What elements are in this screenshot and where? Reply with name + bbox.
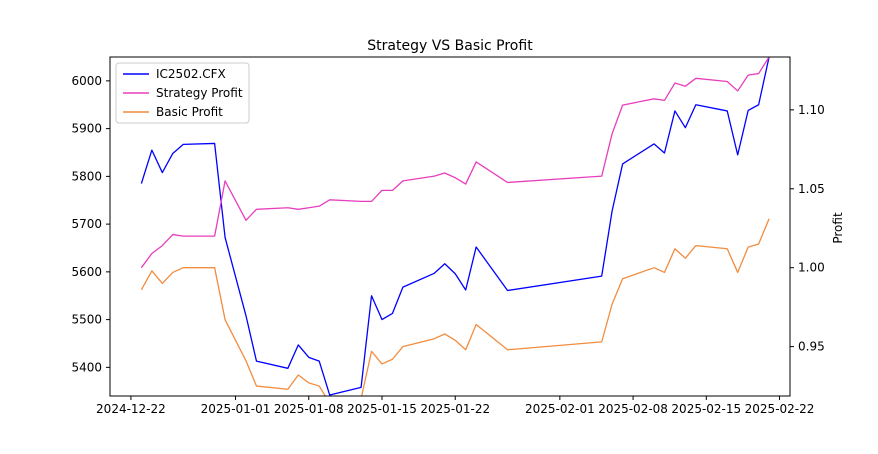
chart-title: Strategy VS Basic Profit <box>367 38 533 54</box>
y-left-tick-label: 5800 <box>71 169 102 183</box>
x-tick-label: 2025-02-08 <box>598 402 668 416</box>
series-line-strategy-profit <box>140 57 770 269</box>
x-tick-label: 2025-02-22 <box>745 402 815 416</box>
x-tick-label: 2025-02-15 <box>671 402 741 416</box>
legend: IC2502.CFX Strategy Profit Basic Profit <box>115 62 250 124</box>
x-tick-label: 2025-01-15 <box>347 402 417 416</box>
x-tick-label: 2024-12-22 <box>96 402 166 416</box>
x-axis: 2024-12-22 2025-01-01 2025-01-08 2025-01-15… <box>96 396 814 416</box>
y-left-tick-label: 5600 <box>71 265 102 279</box>
y-axis-left: 5400 5500 5600 5700 5800 5900 6000 <box>71 74 110 374</box>
y-axis-right: 0.95 1.00 1.05 1.10 <box>790 103 825 354</box>
y-left-tick-label: 5900 <box>71 122 102 136</box>
series-line-basic-profit <box>140 218 770 396</box>
y-right-tick-label: 1.10 <box>798 103 825 117</box>
y-axis-right-label: Profit <box>831 212 845 244</box>
y-left-tick-label: 5500 <box>71 313 102 327</box>
y-right-tick-label: 0.95 <box>798 340 825 354</box>
legend-label-strategy-profit: Strategy Profit <box>156 86 243 100</box>
y-left-tick-label: 6000 <box>71 74 102 88</box>
x-tick-label: 2025-01-22 <box>420 402 490 416</box>
y-right-tick-label: 1.00 <box>798 261 825 275</box>
x-tick-label: 2025-01-01 <box>201 402 271 416</box>
legend-label-ic2502-cfx: IC2502.CFX <box>156 67 226 81</box>
series-line-ic2502-cfx <box>140 57 770 396</box>
x-tick-label: 2025-02-01 <box>525 402 595 416</box>
legend-box <box>115 62 250 124</box>
y-left-tick-label: 5400 <box>71 360 102 374</box>
plot-frame <box>109 56 791 397</box>
y-left-tick-label: 5700 <box>71 217 102 231</box>
legend-label-basic-profit: Basic Profit <box>156 105 223 119</box>
y-right-tick-label: 1.05 <box>798 182 825 196</box>
x-tick-label: 2025-01-08 <box>274 402 344 416</box>
series-layer <box>140 57 770 396</box>
